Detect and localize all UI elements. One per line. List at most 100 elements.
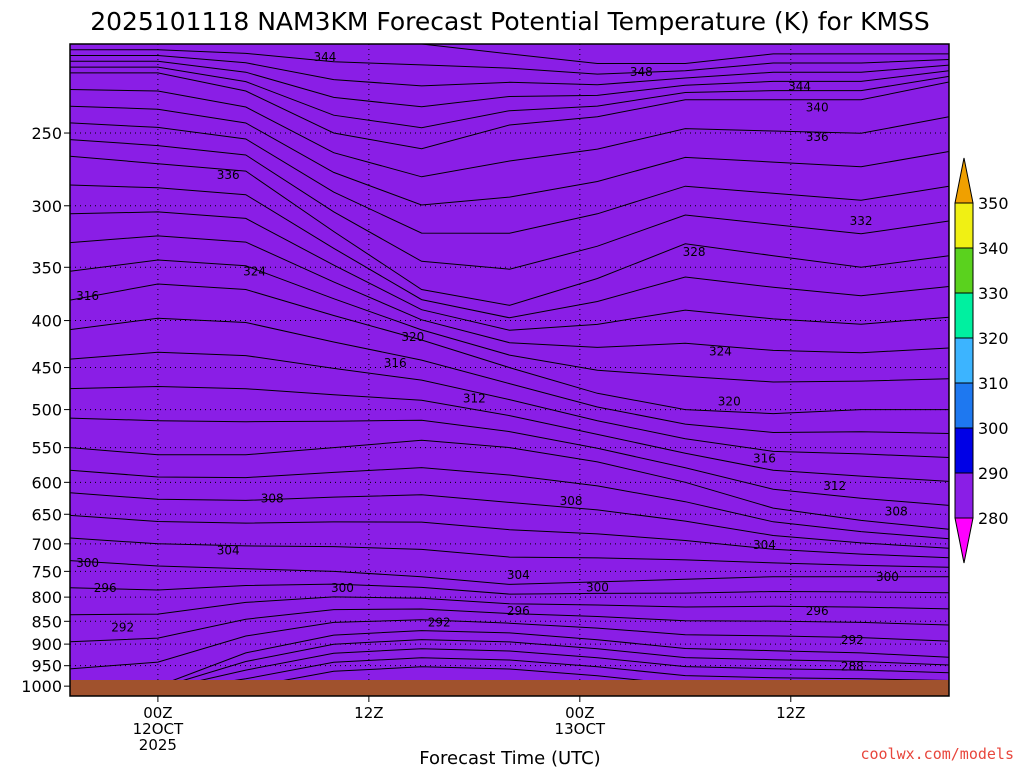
contour-label: 332	[850, 214, 873, 228]
contour-line	[70, 55, 949, 87]
contour-line	[70, 639, 949, 696]
contour-line	[70, 439, 949, 530]
colorbar: 350 340 330 320 310 300 290 280	[954, 157, 1009, 564]
colorbar-segment	[954, 337, 974, 384]
y-tick-label: 300	[31, 197, 62, 216]
contour-label: 300	[586, 581, 609, 595]
contour-line	[70, 155, 949, 306]
chart-title: 2025101118 NAM3KM Forecast Potential Tem…	[90, 7, 930, 36]
y-tick-label: 900	[31, 635, 62, 654]
contour-label: 288	[841, 659, 864, 673]
contour-label: 292	[428, 615, 451, 629]
colorbar-segment	[954, 382, 974, 429]
credit-text: coolwx.com/models	[860, 745, 1014, 763]
plot-area: 344 348 344 340 336 336 332 328 324 316 320 324 316 3…	[70, 44, 949, 696]
colorbar-bottom-arrow	[954, 517, 974, 564]
contour-label: 308	[885, 505, 908, 519]
contour-label: 316	[753, 452, 776, 466]
contour-label: 340	[806, 101, 829, 115]
contour-line	[70, 492, 949, 549]
contour-line	[70, 583, 949, 595]
x-axis-label: Forecast Time (UTC)	[419, 748, 600, 768]
colorbar-segment	[954, 427, 974, 474]
contour-line	[70, 49, 949, 75]
contour-label: 316	[76, 289, 99, 303]
contour-label: 300	[331, 581, 354, 595]
contour-label: 300	[76, 556, 99, 570]
contour-line	[70, 417, 949, 506]
contour-line	[70, 259, 949, 383]
contour-line	[70, 72, 949, 150]
x-tick-label: 12Z	[354, 704, 383, 722]
contour-label: 336	[217, 168, 240, 182]
contour-line	[70, 66, 949, 129]
contour-line	[70, 514, 949, 559]
contour-label: 336	[806, 130, 829, 144]
contour-line	[70, 596, 949, 616]
y-axis: 250 300 350 400 450 500 550 600 650 700 750 800 850 9…	[21, 124, 70, 696]
y-tick-label: 550	[31, 439, 62, 458]
y-tick-label: 800	[31, 588, 62, 607]
y-tick-label: 750	[31, 562, 62, 581]
x-tick-label: 2025	[139, 736, 177, 754]
gridlines	[70, 44, 949, 696]
contour-line	[70, 89, 949, 178]
contour-line	[70, 283, 949, 415]
contour-line	[70, 211, 949, 331]
contour-label: 292	[111, 620, 134, 634]
colorbar-segment	[954, 472, 974, 519]
colorbar-segment	[954, 247, 974, 294]
contour-line	[70, 630, 949, 696]
colorbar-tick-label: 320	[978, 329, 1009, 348]
y-tick-label: 450	[31, 359, 62, 378]
contour-label: 344	[313, 50, 336, 64]
y-tick-label: 850	[31, 612, 62, 631]
contour-label: 300	[876, 570, 899, 584]
contour-line	[70, 60, 949, 108]
contour-labels: 344 348 344 340 336 336 332 328 324 316 320 324 316 3…	[76, 50, 908, 693]
colorbar-top-arrow	[954, 157, 974, 204]
contour-label: 344	[788, 80, 811, 94]
terrain-ground	[70, 680, 949, 696]
contour-label: 304	[753, 538, 776, 552]
y-tick-label: 500	[31, 401, 62, 420]
y-tick-label: 1000	[21, 677, 62, 696]
contour-line	[70, 619, 949, 670]
contour-line	[70, 467, 949, 540]
contour-line	[70, 44, 949, 64]
contour-label: 308	[560, 494, 583, 508]
contour-label: 296	[806, 604, 829, 618]
y-tick-label: 950	[31, 657, 62, 676]
x-tick-label: 00Z	[565, 704, 594, 722]
colorbar-tick-label: 280	[978, 509, 1009, 528]
colorbar-tick-label: 300	[978, 419, 1009, 438]
x-tick-label: 13OCT	[555, 720, 606, 738]
x-tick-label: 12Z	[776, 704, 805, 722]
x-tick-label: 00Z	[143, 704, 172, 722]
y-tick-label: 700	[31, 535, 62, 554]
contour-line	[70, 317, 949, 434]
colorbar-tick-label: 340	[978, 239, 1009, 258]
contour-line	[70, 184, 949, 319]
contour-line	[70, 385, 949, 482]
contour-label: 304	[507, 568, 530, 582]
contour-label: 304	[217, 543, 240, 557]
contour-line	[70, 105, 949, 206]
contour-label: 312	[463, 391, 486, 405]
contour-line	[70, 139, 949, 270]
y-tick-label: 350	[31, 258, 62, 277]
contour-label: 320	[718, 395, 741, 409]
contour-label: 320	[401, 330, 424, 344]
contour-line	[70, 235, 949, 354]
contour-line	[70, 537, 949, 568]
contour-line	[70, 560, 949, 585]
colorbar-tick-label: 290	[978, 464, 1009, 483]
colorbar-tick-label: 350	[978, 194, 1009, 213]
contour-label: 296	[94, 581, 117, 595]
y-tick-label: 600	[31, 473, 62, 492]
colorbar-segment	[954, 292, 974, 339]
contour-label: 308	[261, 491, 284, 505]
plot-frame	[69, 43, 950, 697]
